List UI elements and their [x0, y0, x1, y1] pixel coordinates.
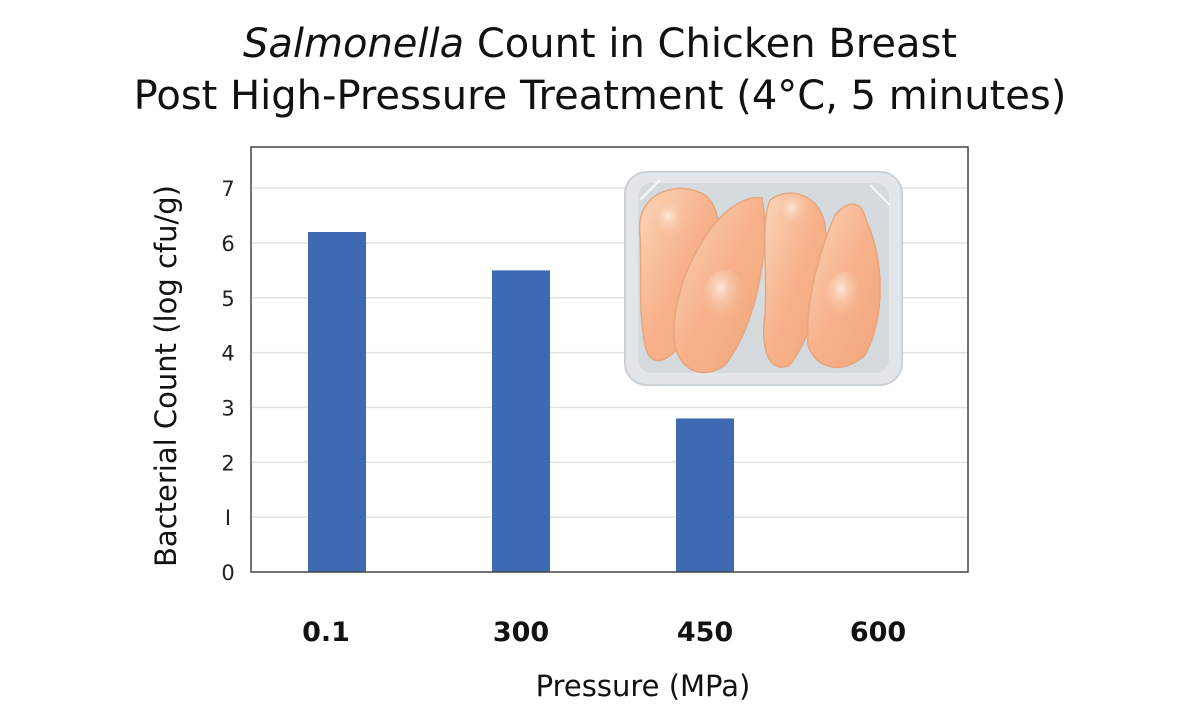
- chart-title-italic: Salmonella: [242, 21, 465, 67]
- y-axis-label: Bacterial Count (log cfu/g): [149, 185, 183, 567]
- y-tick-label: 3: [221, 396, 234, 420]
- bar-0.1: [308, 232, 366, 572]
- y-tick-label: 0: [221, 561, 234, 585]
- bars: [308, 232, 734, 572]
- y-tick-label: 2: [221, 451, 234, 475]
- x-tick-label: 450: [677, 617, 733, 648]
- y-tick-label: 6: [221, 232, 234, 256]
- x-tick-label: 300: [493, 617, 549, 648]
- x-tick-label: 0.1: [302, 617, 350, 648]
- chart-title: Salmonella Count in Chicken Breast: [0, 20, 1200, 68]
- bar-450: [676, 418, 734, 572]
- plot-frame: [250, 146, 969, 573]
- y-tick-label: 4: [221, 342, 234, 366]
- y-tick-label: 7: [221, 177, 234, 201]
- chicken-tray-illustration: [624, 171, 903, 386]
- y-tick-label: 5: [221, 287, 234, 311]
- y-tick-label: I: [225, 506, 231, 530]
- x-tick-labels: 0.1 300 450 600: [302, 617, 906, 648]
- x-axis-label: Pressure (MPa): [536, 669, 751, 703]
- bar-300: [492, 270, 550, 572]
- chart-subtitle: Post High-Pressure Treatment (4°C, 5 min…: [133, 73, 1067, 119]
- y-tick-labels: 0 I 2 3 4 5 6 7: [221, 177, 234, 585]
- chart-title-rest: Count in Chicken Breast: [464, 21, 957, 67]
- x-tick-label: 600: [850, 617, 906, 648]
